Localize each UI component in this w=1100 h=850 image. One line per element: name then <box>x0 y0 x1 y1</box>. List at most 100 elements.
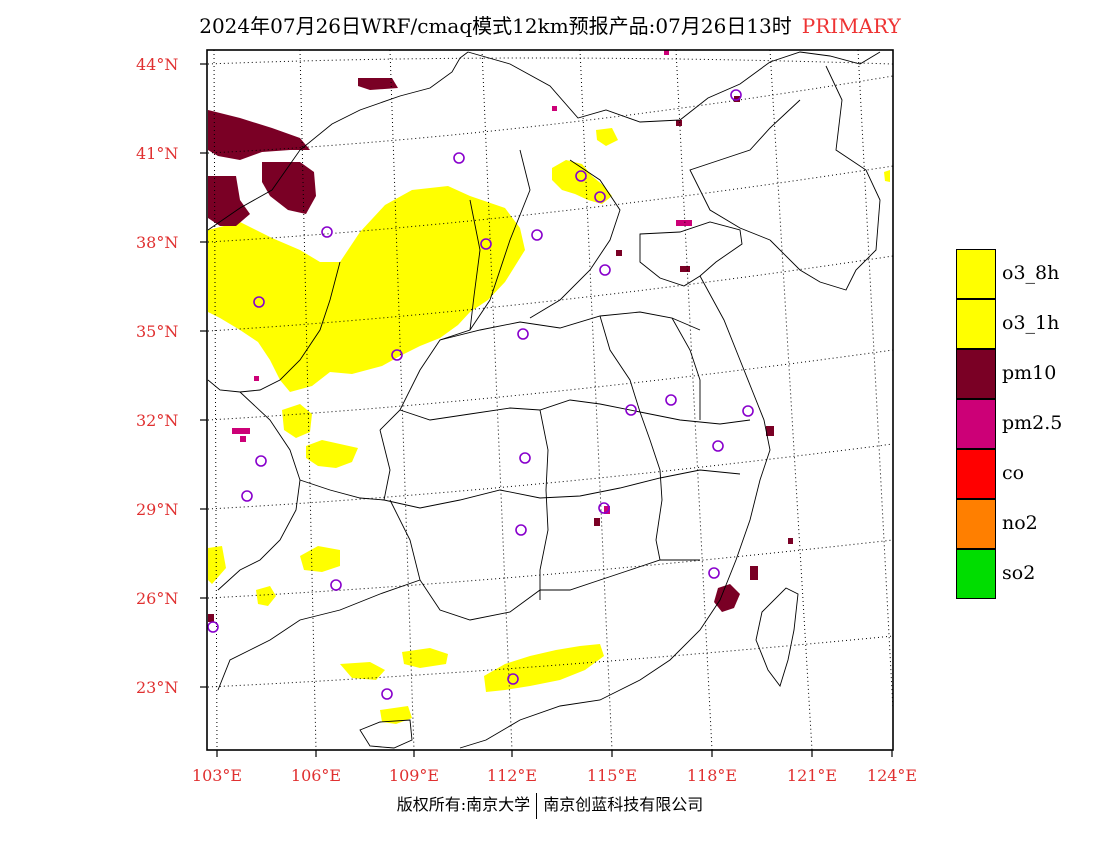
pm10-spot-6 <box>594 518 600 526</box>
lat-label-38n: 38°N <box>136 233 179 252</box>
station-marker-15 <box>712 440 724 452</box>
parallel-41n <box>207 75 894 154</box>
copyright-owner: 版权所有:南京大学 <box>396 795 531 814</box>
o3-area-east-coast <box>884 170 890 182</box>
pm10-spot-7 <box>750 566 758 580</box>
o3-area-yunnan-east <box>256 586 276 606</box>
lat-label-29n: 29°N <box>136 500 179 519</box>
map-title: 2024年07月26日WRF/cmaq模式12km预报产品:07月26日13时 P… <box>0 10 1100 39</box>
lat-label-44n: 44°N <box>136 55 179 74</box>
o3-area-layer <box>208 128 890 724</box>
lon-label-112e: 112°E <box>486 766 538 785</box>
lon-label-118e: 118°E <box>686 766 738 785</box>
pm25-area-layer <box>232 50 692 514</box>
station-marker-18 <box>241 490 253 502</box>
station-marker-8 <box>599 264 611 276</box>
station-marker-11 <box>391 349 403 361</box>
lat-label-35n: 35°N <box>136 322 179 341</box>
meridian-121e <box>769 49 813 751</box>
meridian-103e <box>213 49 218 751</box>
o3-area-guizhou <box>300 546 340 572</box>
pm10-area-layer <box>208 78 793 622</box>
legend-swatch-pm10 <box>956 349 996 399</box>
parallel-38n <box>207 165 894 243</box>
pm10-spot-8 <box>788 538 793 544</box>
station-marker-22 <box>330 579 342 591</box>
o3-area-yunnan <box>208 546 226 584</box>
o3-area-sichuan <box>282 404 312 438</box>
o3-area-guangxi-south <box>340 662 385 680</box>
parallel-26n <box>207 539 894 599</box>
pm10-area-fujian <box>714 584 740 612</box>
border-shandong <box>639 221 743 287</box>
primary-pollutant-tag: PRIMARY <box>801 14 901 38</box>
border-inner-5 <box>389 499 700 621</box>
legend-swatch-so2 <box>956 549 996 599</box>
pm10-spot-9 <box>734 96 740 102</box>
station-marker-9 <box>253 296 265 308</box>
station-marker-14 <box>742 405 754 417</box>
meridian-115e <box>579 49 613 751</box>
border-north-2 <box>467 51 881 123</box>
border-inner-9 <box>207 261 341 393</box>
border-taiwan <box>755 587 799 687</box>
station-marker-21 <box>708 567 720 579</box>
city-station-markers <box>207 89 754 700</box>
station-marker-4 <box>594 191 606 203</box>
border-inner-13 <box>529 159 621 319</box>
pm10-spot-1 <box>208 614 214 622</box>
pm10-spot-4 <box>680 266 690 272</box>
pm25-spot-7 <box>254 376 259 381</box>
lon-label-103e: 103°E <box>191 766 243 785</box>
lat-label-41n: 41°N <box>136 144 179 163</box>
border-inner-11 <box>299 479 385 501</box>
meridian-118e <box>675 49 713 751</box>
legend-label-o3-1h: o3_1h <box>1002 312 1060 334</box>
lat-label-23n: 23°N <box>136 678 179 697</box>
station-marker-3 <box>575 170 587 182</box>
meridian-106e <box>299 49 317 751</box>
station-marker-5 <box>321 226 333 238</box>
border-inner-14 <box>599 315 641 413</box>
lon-label-115e: 115°E <box>586 766 638 785</box>
pm10-spot-3 <box>616 250 622 256</box>
station-marker-6 <box>480 238 492 250</box>
border-coast-south <box>459 275 771 749</box>
graticule <box>207 49 894 751</box>
parallel-44n <box>207 57 894 65</box>
station-marker-2 <box>453 152 465 164</box>
lon-label-109e: 109°E <box>388 766 440 785</box>
copyright-footer: 版权所有:南京大学 南京创蓝科技有限公司 <box>0 791 1100 819</box>
legend-label-no2: no2 <box>1002 512 1038 534</box>
province-borders <box>207 51 881 749</box>
legend-swatch-o3-1h <box>956 299 996 349</box>
copyright-separator <box>536 792 538 819</box>
o3-area-northwest <box>208 186 525 392</box>
meridian-112e <box>481 49 513 751</box>
station-marker-7 <box>531 229 543 241</box>
station-marker-12 <box>665 394 677 406</box>
pm10-area-mongolia <box>358 78 398 90</box>
border-inner-6 <box>217 579 421 691</box>
lat-label-26n: 26°N <box>136 589 179 608</box>
station-marker-25 <box>381 688 393 700</box>
o3-area-hainan <box>380 706 412 724</box>
station-marker-13 <box>625 404 637 416</box>
parallel-29n <box>207 443 894 510</box>
border-inner-3 <box>399 399 751 425</box>
station-marker-24 <box>507 673 519 685</box>
border-north-mongolia <box>207 51 469 231</box>
border-inner-2 <box>439 311 701 341</box>
pm10-area-west <box>208 176 250 226</box>
pm10-spot-5 <box>766 426 774 436</box>
meridian-124e <box>857 49 894 711</box>
station-marker-16 <box>519 452 531 464</box>
station-marker-19 <box>598 502 610 514</box>
border-inner-4 <box>379 429 741 509</box>
map-frame <box>206 49 894 751</box>
lon-label-106e: 106°E <box>290 766 342 785</box>
title-text: 2024年07月26日WRF/cmaq模式12km预报产品:07月26日13时 <box>199 14 792 38</box>
legend-swatch-o3-8h <box>956 249 996 299</box>
parallel-35n <box>207 255 894 332</box>
pm25-spot-1 <box>232 428 250 434</box>
